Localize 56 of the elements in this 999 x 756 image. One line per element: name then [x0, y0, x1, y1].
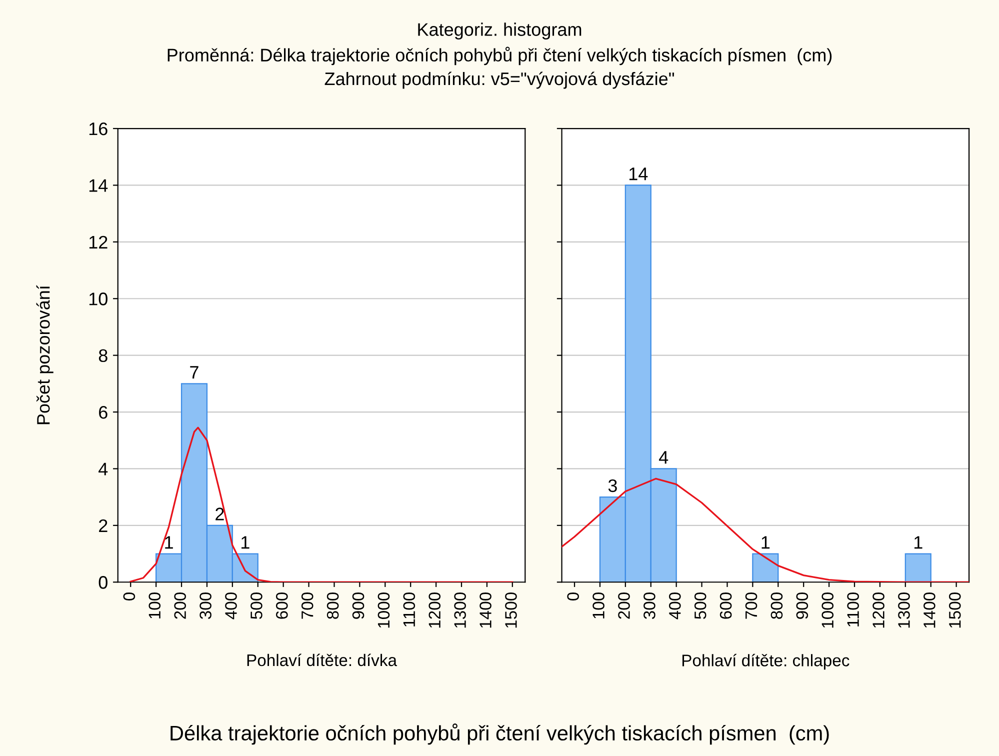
y-tick-label: 14	[89, 179, 108, 192]
x-tick-label: 1000	[822, 592, 834, 628]
y-tick-label: 10	[89, 292, 108, 306]
line-series	[130, 426, 514, 582]
text: Délka trajektorie očních pohybů při čtení velkých tiskacích písmen (cm)	[170, 724, 829, 745]
x-tick-label: 600	[720, 592, 732, 619]
x-tick-label: 1400	[924, 592, 936, 628]
data-label: 4	[658, 451, 668, 464]
x-tick-label: 1400	[480, 592, 492, 628]
x-tick-label: 500	[694, 592, 706, 619]
x-tick-label: 700	[745, 592, 758, 619]
data-label: 3	[608, 479, 617, 492]
x-tick-label: 1300	[454, 592, 466, 628]
y-tick-label: 8	[98, 349, 108, 362]
x-tick-label: 800	[770, 592, 783, 619]
x-tick-label: 200	[174, 592, 186, 619]
x-tick-label: 700	[301, 592, 314, 619]
x-tick-label: 400	[225, 592, 237, 620]
x-tick-label: 600	[276, 592, 288, 619]
data-label: 1	[165, 536, 173, 549]
chart-title: Kategoriz. histogram Proměnná: Délka trajektorie očních pohybů při čtení velkých tiskacích písmen (cm) Zahrnout podmínku: v5="vývojová dysfázie"	[168, 22, 832, 89]
x-tick-label: 0	[123, 592, 136, 600]
x-tick-label: 100	[148, 592, 161, 618]
data-label: 14	[629, 168, 648, 180]
x-tick-label: 1200	[428, 592, 441, 628]
x-tick-label: 1500	[948, 592, 961, 628]
x-tick-label: 1200	[872, 592, 884, 628]
data-label: 2	[216, 508, 224, 520]
data-label: 1	[762, 536, 770, 549]
x-tick-label: 300	[644, 592, 656, 620]
data-label: 1	[242, 536, 250, 549]
x-axis-title: Pohlaví dítěte: dívka	[247, 654, 398, 666]
y-tick-label: 6	[99, 406, 108, 419]
x-tick-label: 500	[250, 592, 262, 619]
x-tick-label: 1100	[403, 592, 416, 626]
x-tick-label: 1100	[847, 592, 859, 626]
x-tick-label: 400	[668, 592, 681, 620]
x-tick-label: 900	[352, 592, 364, 619]
x-tick-label: 900	[796, 592, 808, 619]
x-tick-label: 1300	[898, 592, 910, 628]
x-tick-label: 100	[592, 592, 604, 618]
y-tick-label: 4	[98, 462, 108, 476]
y-tick-label: 16	[89, 122, 108, 136]
data-label: 1	[914, 536, 922, 549]
y-tick-label: 0	[98, 576, 108, 589]
x-tick-label: 800	[326, 592, 339, 619]
x-axis-title: Pohlaví dítěte: chlapec	[682, 654, 850, 670]
data-label: 7	[190, 366, 198, 379]
x-tick-label: 1000	[378, 592, 390, 628]
x-tick-label: 1500	[505, 592, 517, 628]
x-tick-label: 0	[567, 592, 579, 600]
x-tick-label: 200	[618, 592, 630, 619]
y-tick-label: 12	[89, 236, 108, 248]
x-tick-label: 300	[200, 592, 212, 620]
y-tick-label: 2	[99, 519, 108, 532]
y-axis-title: Počet pozorování	[36, 285, 54, 424]
